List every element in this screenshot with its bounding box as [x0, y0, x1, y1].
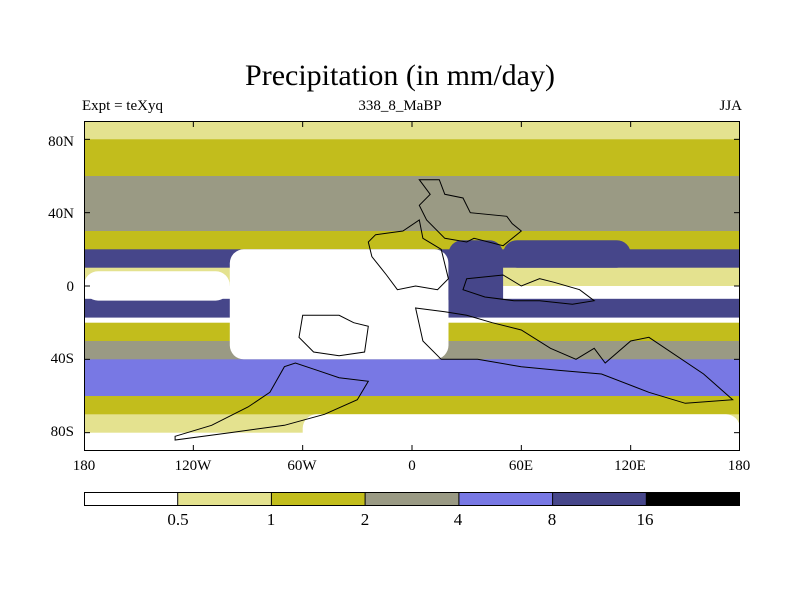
colorbar-label-16: 16 [636, 510, 654, 529]
plot-title: Precipitation (in mm/day) [245, 59, 555, 92]
colorbar-box-3 [365, 492, 460, 506]
precip-band-0 [84, 121, 740, 140]
precipitation-map [84, 121, 740, 451]
time-label: 338_8_MaBP [358, 98, 442, 114]
colorbar-box-1 [177, 492, 272, 506]
precip-band-2 [84, 157, 740, 177]
gondwana-south-outline [414, 307, 734, 404]
precip-region-east-asia-wet [503, 240, 631, 268]
north-africa-outline [367, 219, 449, 291]
south-tropical-outline [298, 314, 369, 357]
precip-band-4 [84, 194, 740, 214]
colorbar-label-0-5: 0.5 [167, 510, 189, 529]
season-label: JJA [719, 98, 742, 114]
lon-tick-label-60e: 60E [508, 458, 534, 474]
precip-band-15 [84, 396, 740, 415]
precip-region-africa-wet-core [448, 240, 504, 314]
precip-band-6 [84, 231, 740, 250]
west-gondwana-outline [174, 362, 370, 441]
lon-tick-label-60w: 60W [287, 458, 317, 474]
colorbar-label-1: 1 [266, 510, 276, 529]
lat-tick-label-0: 0 [66, 279, 75, 295]
lon-tick-label-180e: 180 [727, 458, 751, 474]
precip-band-14 [84, 377, 740, 397]
colorbar-box-2 [271, 492, 366, 506]
colorbar-label-4: 4 [453, 510, 463, 529]
colorbar-box-4 [458, 492, 553, 506]
precip-band-13 [84, 359, 740, 379]
lon-tick-label-180w: 180 [72, 458, 96, 474]
lat-tick-label-80n: 80N [48, 134, 74, 150]
lat-tick-label-80s: 80S [50, 424, 74, 440]
precip-band-1 [84, 139, 740, 159]
colorbar-box-0 [84, 492, 178, 506]
laurasia-outline [418, 179, 523, 247]
precip-band-5 [84, 212, 740, 232]
precip-region-antarctic-dry [302, 414, 740, 451]
precip-region-south-tropical-dry [229, 249, 449, 360]
lon-tick-label-120w: 120W [174, 458, 212, 474]
precip-region-tropical-dry-pacific [84, 271, 230, 301]
colorbar [84, 492, 740, 506]
lon-tick-label-120e: 120E [614, 458, 646, 474]
colorbar-frame [84, 492, 740, 506]
lat-tick-label-40s: 40S [50, 351, 74, 367]
lon-tick-label-0: 0 [408, 458, 416, 474]
colorbar-box-6 [646, 492, 740, 506]
colorbar-label-8: 8 [547, 510, 557, 529]
experiment-label: Expt = teXyq [82, 98, 163, 114]
east-tropical-outline [462, 274, 596, 305]
lat-tick-label-40n: 40N [48, 206, 74, 222]
precip-band-3 [84, 176, 740, 195]
colorbar-box-5 [552, 492, 647, 506]
colorbar-label-2: 2 [360, 510, 370, 529]
